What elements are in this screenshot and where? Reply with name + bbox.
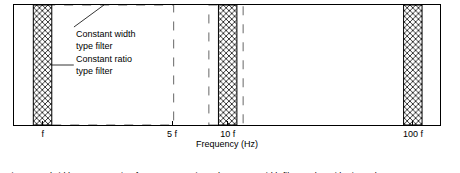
svg-text:f: f — [41, 129, 44, 139]
svg-text:10 f: 10 f — [220, 129, 236, 139]
svg-text:Constant widthtype filter: Constant widthtype filter — [76, 29, 136, 51]
svg-text:Frequency (Hz): Frequency (Hz) — [196, 139, 258, 149]
svg-text:100 f: 100 f — [403, 129, 424, 139]
svg-text:5 f: 5 f — [167, 129, 178, 139]
svg-text:Fig. 2 Bandwidth representatio: Fig. 2 Bandwidth representation for cons… — [6, 171, 382, 173]
svg-text:Constant ratiotype filter: Constant ratiotype filter — [76, 54, 132, 76]
